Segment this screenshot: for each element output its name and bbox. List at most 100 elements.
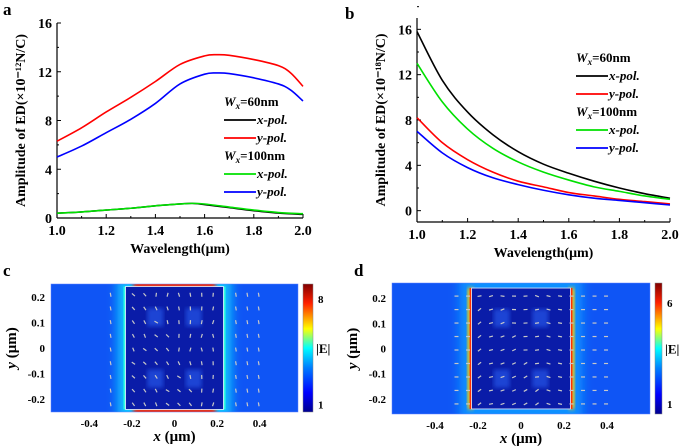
field-arrow (143, 402, 147, 407)
series-line-xpol-Wx100nm (416, 62, 671, 201)
y-tick-label: -0.2 (28, 394, 46, 406)
y-tick-label: 4 (405, 159, 412, 174)
field-arrow (131, 388, 136, 393)
field-arrow (189, 347, 192, 352)
field-arrow (546, 335, 551, 338)
field-arrow (477, 348, 482, 352)
field-arrow (246, 361, 249, 366)
x-tick-label: 1.8 (611, 228, 629, 243)
legend-group-title: Wx=60nm (576, 50, 631, 67)
field-arrow (188, 402, 193, 407)
field-arrow (257, 402, 260, 407)
field-arrow (211, 402, 215, 407)
x-axis-label: x (μm) (499, 431, 542, 447)
field-arrow (535, 402, 539, 406)
field-arrow (488, 294, 494, 298)
x-tick-label: -0.4 (426, 420, 444, 432)
field-arrow (188, 388, 193, 393)
field-arrow (488, 348, 494, 352)
field-arrow (246, 374, 249, 380)
series-line-xpol-Wx100nm (56, 202, 304, 215)
hotspot-bottom (133, 408, 216, 412)
y-axis-label: Amplitude of ED(×10⁻¹²N/C) (14, 34, 29, 207)
field-arrow (535, 388, 539, 393)
series-line-ypol-Wx60nm (56, 53, 304, 142)
field-arrow (131, 361, 136, 365)
legend-entry: x-pol. (256, 166, 288, 181)
y-tick-label: 0 (45, 212, 52, 227)
legend-entry: y-pol. (255, 130, 287, 145)
field-arrow (257, 333, 260, 338)
field-arrow (165, 389, 170, 393)
field-arrow (257, 347, 260, 352)
field-arrow (546, 348, 551, 352)
field-arrow (511, 402, 517, 406)
field-arrow (234, 374, 237, 380)
field-arrow (155, 292, 158, 297)
field-arrow (131, 375, 136, 379)
y-tick-label: 0.1 (372, 318, 386, 330)
x-tick-label: 1.6 (196, 224, 214, 239)
field-arrow (109, 333, 112, 338)
field-arrow (154, 320, 159, 324)
field-arrow (166, 361, 170, 366)
field-arrow (523, 375, 528, 379)
inner-slot (147, 308, 164, 327)
edge-left (469, 288, 472, 409)
y-tick-label: 12 (38, 66, 52, 81)
field-arrow (200, 320, 203, 325)
field-arrow (234, 292, 237, 297)
field-arrow (166, 292, 169, 297)
field-arrow (132, 347, 135, 352)
field-arrow (477, 307, 482, 312)
field-arrow (131, 402, 136, 407)
field-arrow (546, 389, 551, 392)
series-line-xpol-Wx60nm (416, 31, 671, 199)
field-arrow (142, 347, 147, 352)
y-tick-label: 0 (405, 205, 412, 220)
field-arrow (523, 388, 528, 392)
field-arrow (534, 335, 540, 338)
legend-entry: y-pol. (607, 86, 639, 101)
y-tick-label: 4 (45, 163, 52, 178)
field-arrow (488, 335, 494, 338)
field-arrow (189, 292, 192, 297)
x-tick-label: -0.2 (123, 418, 141, 430)
field-arrow (523, 402, 528, 406)
field-arrow (178, 347, 180, 352)
y-tick-label: 0.1 (31, 317, 45, 329)
legend-group-title: Wx=100nm (576, 104, 637, 121)
y-tick-label: 16 (398, 23, 412, 38)
field-arrow (500, 389, 505, 392)
field-arrow (557, 295, 563, 297)
colorbar-gradient (302, 283, 314, 413)
field-arrow (477, 334, 482, 339)
x-axis-label: x (μm) (152, 429, 195, 445)
field-arrow (211, 320, 215, 325)
field-arrow (234, 320, 237, 325)
x-tick-label: 0.4 (253, 418, 267, 430)
field-map-image (51, 284, 298, 412)
field-arrow (500, 375, 505, 379)
field-arrow (165, 347, 170, 352)
nanostructure (471, 287, 571, 410)
field-arrow (212, 388, 215, 393)
map-border (391, 282, 651, 415)
field-arrow (534, 322, 540, 324)
field-arrow (257, 361, 260, 366)
field-arrow (534, 308, 540, 311)
field-arrow (246, 292, 249, 297)
inner-slot (532, 369, 549, 388)
y-tick-label: 8 (405, 114, 412, 129)
y-tick-label: 0 (40, 343, 46, 355)
field-arrow (511, 389, 517, 392)
panel-label-d: d (354, 261, 364, 280)
field-arrow (143, 388, 147, 393)
field-arrow (166, 306, 169, 311)
series-line-ypol-Wx60nm (416, 117, 671, 205)
inner-slot (493, 369, 510, 388)
field-arrow (488, 389, 494, 392)
series-line-ypol-Wx100nm (56, 72, 304, 158)
field-arrow (488, 321, 494, 325)
